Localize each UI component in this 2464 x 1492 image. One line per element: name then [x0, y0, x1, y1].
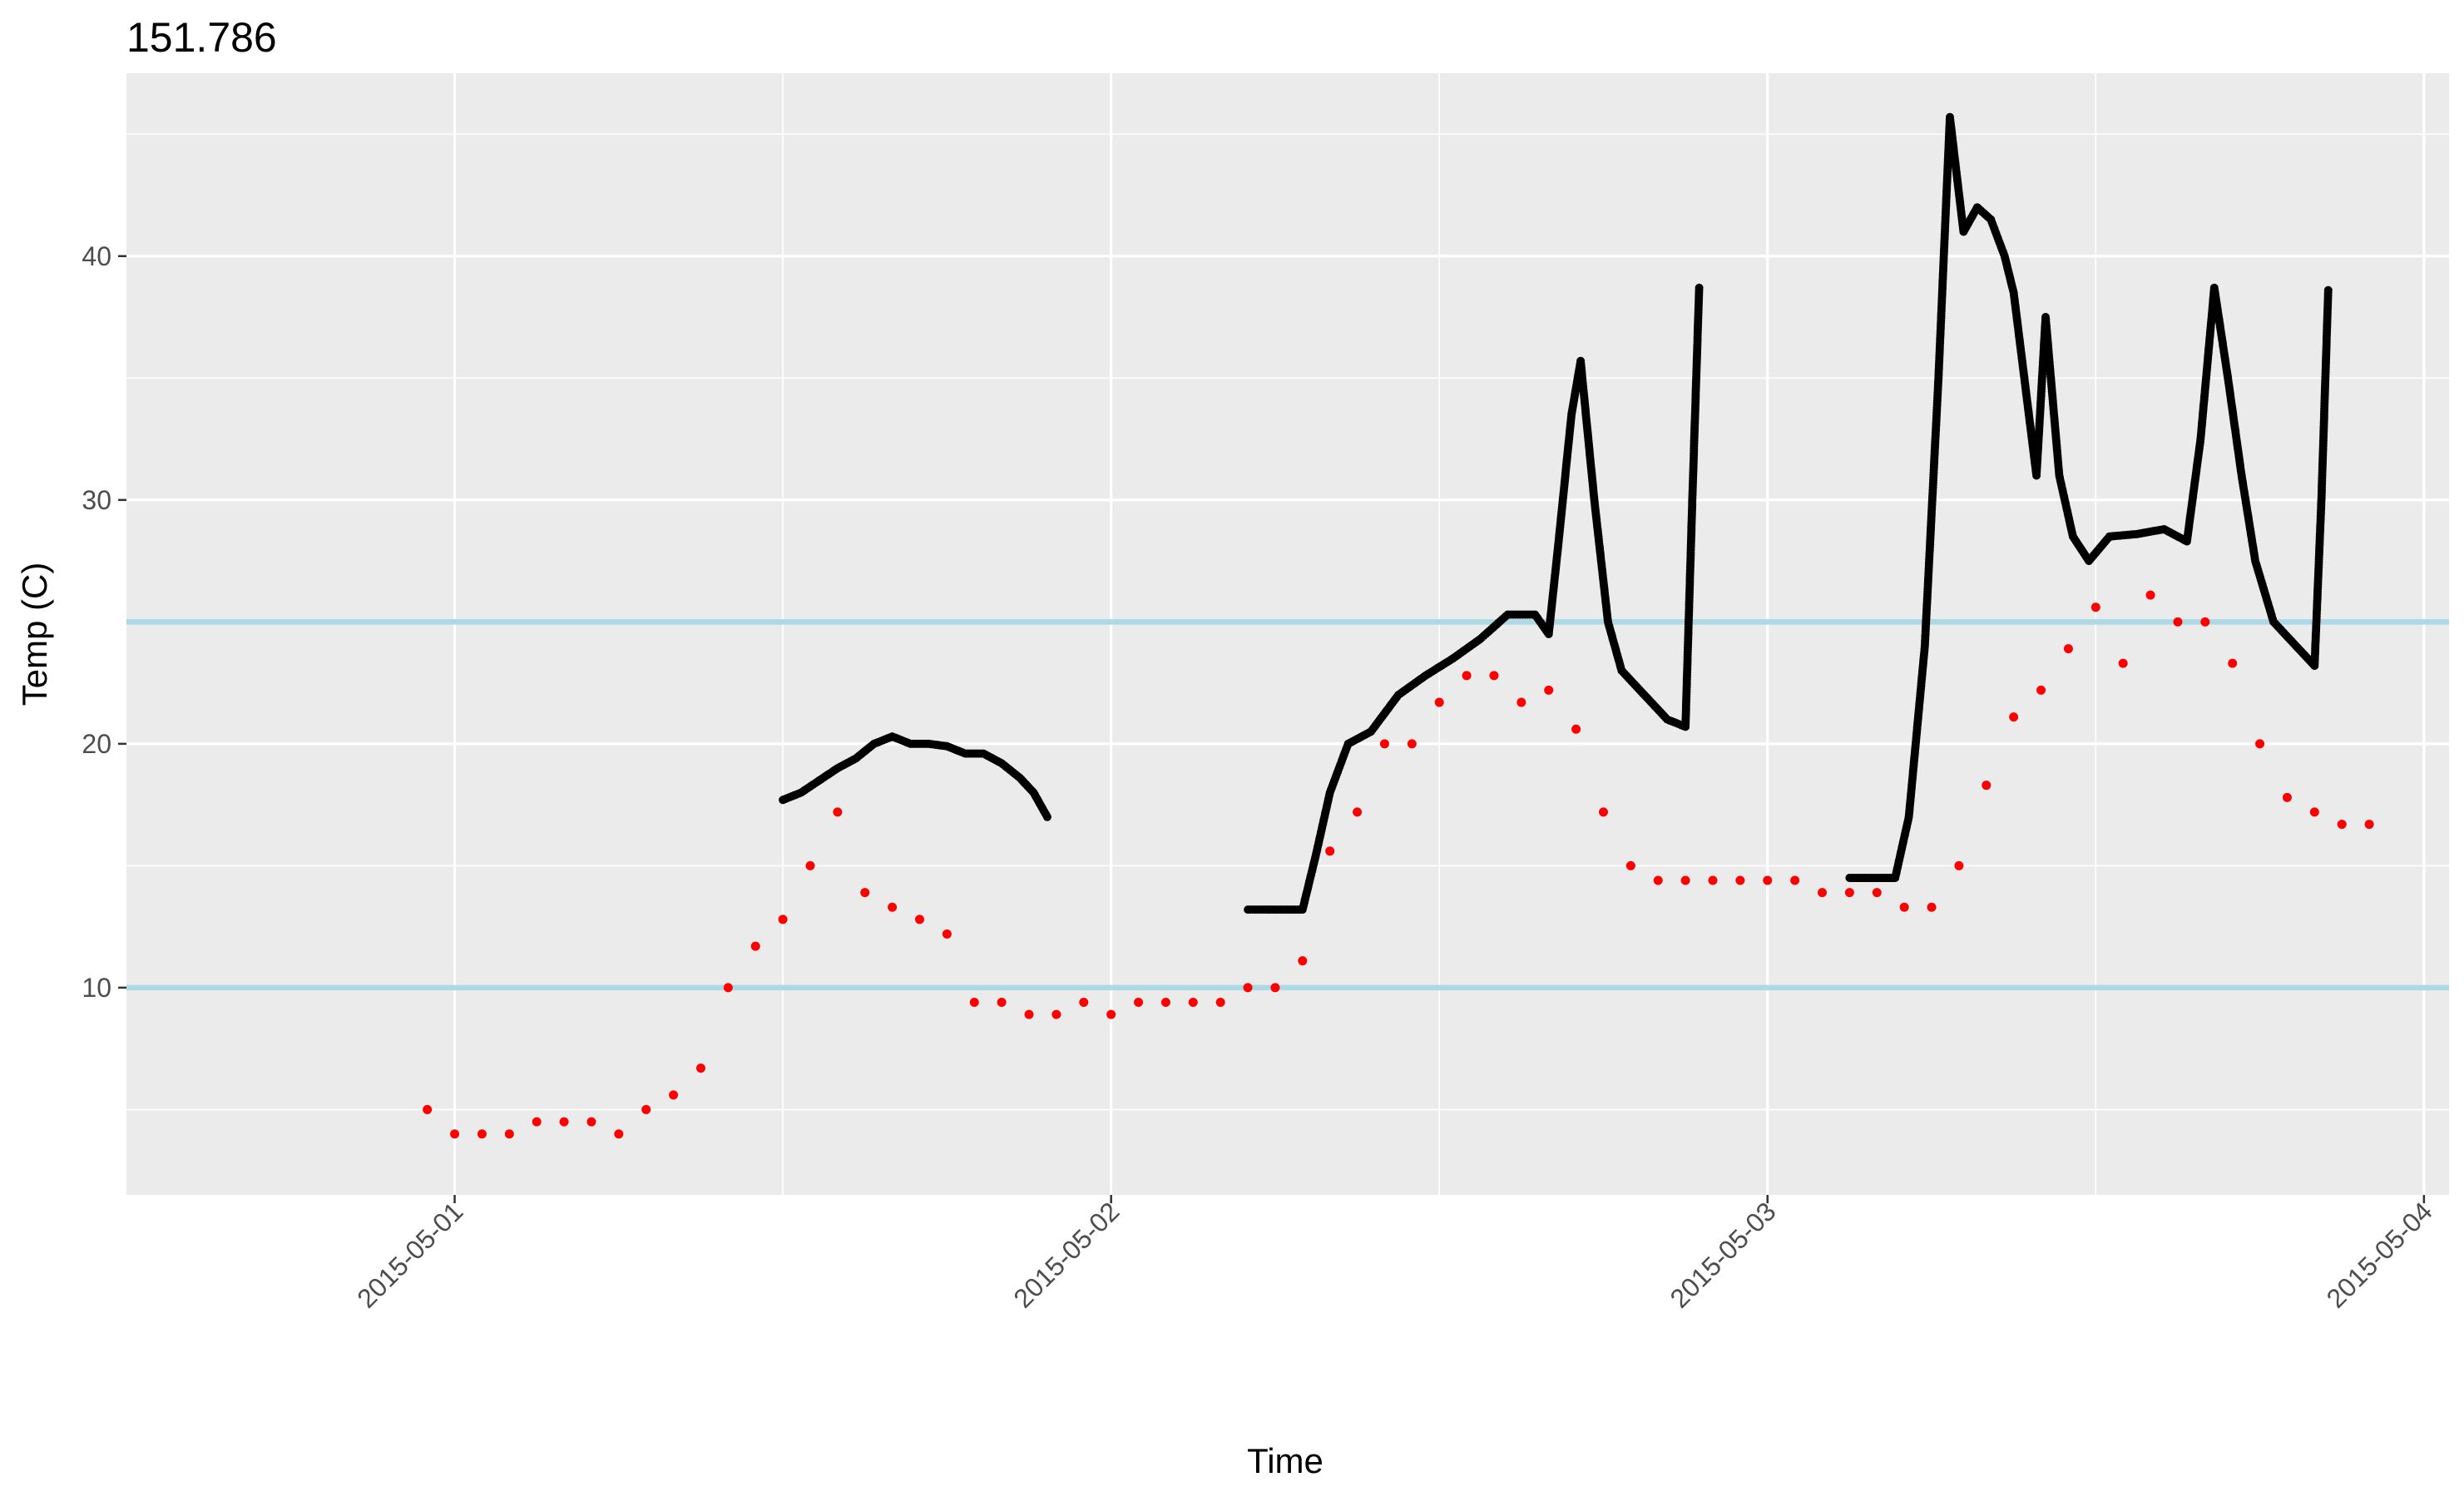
chart-title: 151.786 [126, 14, 277, 61]
weather-series [423, 590, 2374, 1139]
weather-point-26 [1134, 997, 1144, 1007]
weather-point-65 [2200, 617, 2210, 627]
weather-point-34 [1353, 807, 1363, 817]
weather-point-52 [1844, 888, 1854, 898]
weather-point-70 [2337, 820, 2347, 830]
weather-point-4 [532, 1117, 542, 1127]
logger-segment-2 [1845, 112, 2333, 882]
weather-point-48 [1735, 875, 1745, 885]
weather-point-25 [1106, 1009, 1116, 1019]
weather-point-38 [1462, 671, 1472, 681]
y-tick-label-2: 30 [82, 485, 111, 515]
weather-point-66 [2228, 658, 2238, 668]
y-tick-label-3: 40 [82, 241, 111, 271]
x-tick-label-3: 2015-05-04 [2321, 1196, 2438, 1313]
weather-point-18 [914, 915, 924, 924]
axis-ticks [118, 255, 2426, 1203]
weather-point-42 [1571, 724, 1581, 734]
y-axis-title: Temp (C) [15, 563, 54, 706]
weather-point-0 [423, 1104, 433, 1114]
weather-point-43 [1598, 807, 1608, 817]
weather-point-9 [669, 1090, 679, 1100]
x-tick-label-0: 2015-05-01 [351, 1196, 468, 1313]
weather-point-3 [504, 1129, 514, 1139]
weather-point-53 [1872, 888, 1882, 898]
weather-point-39 [1489, 671, 1499, 681]
weather-point-51 [1818, 888, 1828, 898]
weather-point-55 [1927, 902, 1937, 912]
weather-point-69 [2309, 807, 2319, 817]
weather-point-63 [2145, 590, 2155, 600]
weather-point-45 [1653, 875, 1663, 885]
weather-point-67 [2255, 739, 2265, 749]
weather-point-71 [2364, 820, 2374, 830]
weather-point-19 [942, 929, 952, 939]
weather-point-46 [1680, 875, 1690, 885]
weather-point-30 [1243, 983, 1253, 993]
weather-point-50 [1790, 875, 1800, 885]
weather-point-56 [1954, 860, 1964, 870]
weather-point-10 [695, 1063, 705, 1073]
weather-point-6 [586, 1117, 596, 1127]
weather-point-62 [2118, 658, 2128, 668]
weather-point-54 [1899, 902, 1909, 912]
weather-point-37 [1434, 697, 1444, 707]
weather-point-29 [1215, 997, 1225, 1007]
weather-point-49 [1763, 875, 1773, 885]
weather-point-28 [1188, 997, 1198, 1007]
weather-point-11 [723, 983, 733, 993]
weather-point-8 [641, 1104, 651, 1114]
weather-point-57 [1982, 781, 1991, 791]
weather-point-13 [778, 915, 788, 924]
weather-point-27 [1160, 997, 1170, 1007]
weather-point-17 [888, 902, 898, 912]
weather-point-5 [559, 1117, 569, 1127]
plot-panel [126, 73, 2449, 1195]
logger-segment-0 [779, 732, 1051, 821]
weather-point-12 [750, 941, 760, 951]
y-tick-label-0: 10 [82, 973, 111, 1003]
weather-point-16 [860, 888, 870, 898]
weather-point-41 [1544, 685, 1554, 695]
weather-point-31 [1270, 983, 1280, 993]
x-tick-labels: 2015-05-01 2015-05-02 2015-05-03 2015-05-04 [351, 1196, 2438, 1313]
weather-point-47 [1708, 875, 1718, 885]
weather-point-36 [1407, 739, 1417, 749]
weather-point-40 [1516, 697, 1526, 707]
weather-point-60 [2063, 644, 2073, 654]
weather-point-68 [2282, 792, 2292, 802]
x-axis-title: Time [1247, 1441, 1324, 1480]
weather-point-64 [2173, 617, 2183, 627]
y-tick-label-1: 20 [82, 729, 111, 759]
weather-point-59 [2036, 685, 2046, 695]
weather-point-61 [2090, 602, 2100, 612]
weather-point-23 [1051, 1009, 1061, 1019]
logger-segment-1 [1244, 283, 1704, 915]
weather-point-33 [1325, 846, 1335, 856]
weather-point-58 [2009, 712, 2019, 722]
weather-point-44 [1625, 860, 1635, 870]
x-tick-label-2: 2015-05-03 [1665, 1196, 1782, 1313]
weather-point-7 [614, 1129, 624, 1139]
weather-point-24 [1079, 997, 1089, 1007]
y-tick-labels: 10 20 30 40 [82, 241, 111, 1003]
weather-point-21 [997, 997, 1007, 1007]
weather-point-14 [805, 860, 815, 870]
weather-point-20 [969, 997, 979, 1007]
logger-series [779, 112, 2333, 915]
weather-point-2 [477, 1129, 487, 1139]
reference-lines [126, 619, 2449, 991]
weather-point-35 [1379, 739, 1389, 749]
weather-point-32 [1298, 956, 1308, 966]
weather-point-22 [1024, 1009, 1034, 1019]
weather-point-15 [833, 807, 843, 817]
x-tick-label-1: 2015-05-02 [1007, 1196, 1125, 1313]
weather-point-1 [450, 1129, 460, 1139]
